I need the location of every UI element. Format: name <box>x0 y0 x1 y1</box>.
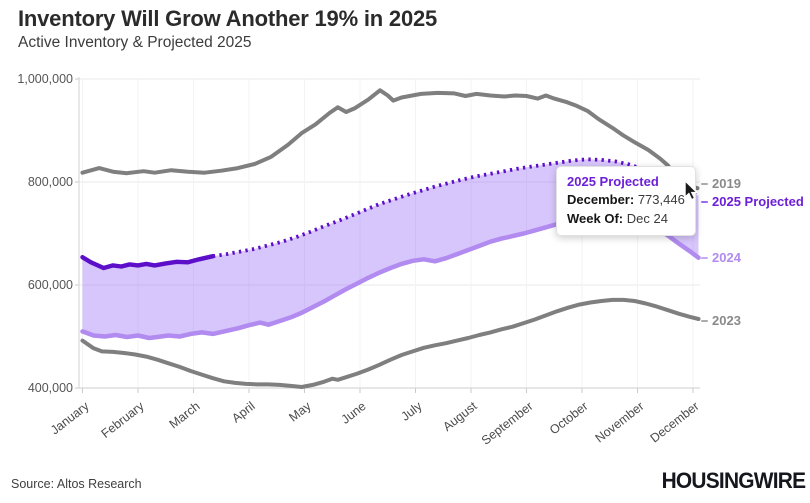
series-label-2025-projected: 2025 Projected <box>701 194 804 209</box>
y-axis-label-1000000: 1,000,000 <box>17 72 73 86</box>
series-label-text: 2019 <box>712 176 741 191</box>
series-label-2024: 2024 <box>701 250 741 265</box>
mouse-cursor-icon <box>684 181 699 201</box>
series-label-text: 2025 Projected <box>712 194 804 209</box>
source-credit: Source: Altos Research <box>11 477 142 491</box>
hover-tooltip: 2025 Projected December: 773,446 Week Of… <box>556 166 696 237</box>
series-label-2023: 2023 <box>701 313 741 328</box>
series-line-2023 <box>80 297 701 389</box>
tooltip-title: 2025 Projected <box>567 174 659 189</box>
series-label-dash <box>701 256 708 259</box>
series-line-2019 <box>80 88 700 191</box>
tooltip-row-week: Week Of: Dec 24 <box>567 210 668 226</box>
series-label-text: 2024 <box>712 250 741 265</box>
projection-band-fill <box>82 159 699 338</box>
page-title: Inventory Will Grow Another 19% in 2025 <box>18 6 438 31</box>
y-axis-label-400000: 400,000 <box>27 381 73 395</box>
series-label-text: 2023 <box>712 313 741 328</box>
series-line-2025-projected-actual <box>80 254 216 271</box>
page-subtitle: Active Inventory & Projected 2025 <box>18 34 252 51</box>
series-label-dash <box>701 200 708 203</box>
series-label-dash <box>701 319 708 322</box>
series-label-dash <box>701 182 708 185</box>
housingwire-logo: HOUSINGWIRE <box>661 468 806 493</box>
y-axis-label-800000: 800,000 <box>27 175 73 189</box>
y-axis-label-600000: 600,000 <box>27 278 73 292</box>
series-label-2019: 2019 <box>701 176 741 191</box>
tooltip-row-value: December: 773,446 <box>567 192 685 208</box>
